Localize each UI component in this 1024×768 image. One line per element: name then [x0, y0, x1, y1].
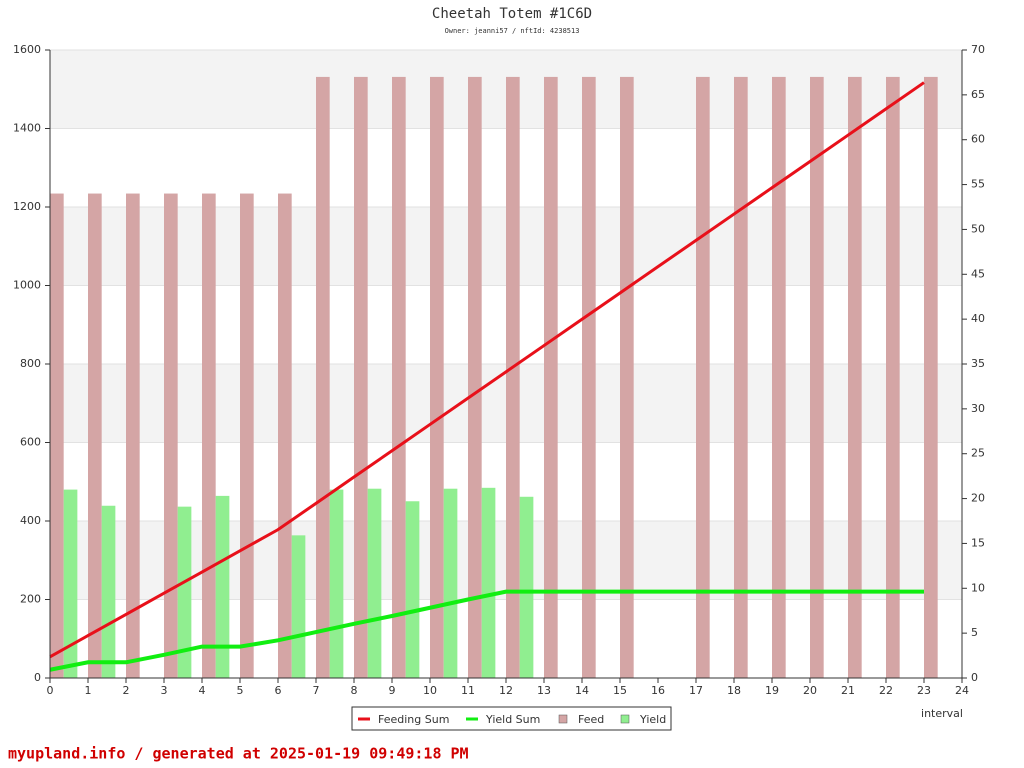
x-tick-label: 2 — [123, 684, 130, 697]
bar — [430, 76, 444, 678]
y-tick-label: 1000 — [13, 279, 41, 292]
legend-label: Yield — [639, 713, 666, 726]
bar — [50, 193, 64, 679]
y2-tick-label: 20 — [971, 492, 985, 505]
bar — [443, 488, 458, 678]
bar — [848, 76, 862, 678]
bar — [544, 76, 558, 678]
x-tick-label: 11 — [461, 684, 475, 697]
x-tick-label: 14 — [575, 684, 589, 697]
bar — [506, 76, 520, 678]
x-tick-label: 16 — [651, 684, 665, 697]
x-tick-label: 20 — [803, 684, 817, 697]
x-tick-label: 19 — [765, 684, 779, 697]
line — [49, 81, 925, 659]
bar — [886, 76, 900, 678]
bar — [291, 535, 306, 678]
x-tick-label: 17 — [689, 684, 703, 697]
bar — [367, 488, 382, 678]
bar — [215, 495, 230, 678]
x-tick-label: 4 — [199, 684, 206, 697]
x-tick-label: 22 — [879, 684, 893, 697]
x-tick-label: 21 — [841, 684, 855, 697]
y2-tick-label: 10 — [971, 581, 985, 594]
bar — [101, 505, 116, 678]
chart-title: Cheetah Totem #1C6D — [432, 6, 592, 22]
bar — [354, 76, 368, 678]
y2-tick-label: 55 — [971, 178, 985, 191]
y2-tick-label: 5 — [971, 626, 978, 639]
bar — [620, 76, 634, 678]
bar — [126, 193, 140, 679]
y-tick-label: 0 — [34, 671, 41, 684]
bar — [202, 193, 216, 679]
bar — [63, 489, 78, 678]
x-tick-label: 3 — [161, 684, 168, 697]
x-tick-label: 1 — [85, 684, 92, 697]
bar — [582, 76, 596, 678]
legend-label: Feeding Sum — [378, 713, 449, 726]
y-tick-label: 1400 — [13, 122, 41, 135]
bar — [924, 76, 938, 678]
footer: myupland.info / generated at 2025-01-19 … — [8, 745, 469, 763]
legend-label: Yield Sum — [485, 713, 540, 726]
x-tick-label: 9 — [389, 684, 396, 697]
y2-tick-label: 60 — [971, 133, 985, 146]
y2-tick-label: 30 — [971, 402, 985, 415]
bar — [810, 76, 824, 678]
x-tick-label: 5 — [237, 684, 244, 697]
legend-swatch — [558, 714, 568, 724]
bar — [240, 193, 254, 679]
legend-box — [351, 706, 672, 731]
y2-tick-label: 0 — [971, 671, 978, 684]
bar — [519, 496, 534, 678]
bar — [392, 76, 406, 678]
bar — [316, 76, 330, 678]
bar — [329, 489, 344, 678]
y-tick-label: 400 — [20, 514, 41, 527]
y2-tick-label: 65 — [971, 88, 985, 101]
x-tick-label: 24 — [955, 684, 969, 697]
line — [49, 589, 924, 672]
bar — [772, 76, 786, 678]
x-tick-label: 6 — [275, 684, 282, 697]
x-tick-label: 15 — [613, 684, 627, 697]
x-tick-label: 10 — [423, 684, 437, 697]
y2-tick-label: 15 — [971, 536, 985, 549]
x-tick-label: 8 — [351, 684, 358, 697]
bar — [88, 193, 102, 679]
y-tick-label: 1600 — [13, 43, 41, 56]
bar — [734, 76, 748, 678]
y-tick-label: 600 — [20, 436, 41, 449]
bar — [278, 193, 292, 679]
x-tick-label: 13 — [537, 684, 551, 697]
y-tick-label: 800 — [20, 357, 41, 370]
x-tick-label: 23 — [917, 684, 931, 697]
chart-subtitle: Owner: jeanni57 / nftId: 4238513 — [445, 27, 580, 35]
x-tick-label: 7 — [313, 684, 320, 697]
y2-tick-label: 40 — [971, 312, 985, 325]
bar — [696, 76, 710, 678]
bar — [481, 487, 496, 678]
x-tick-label: 0 — [47, 684, 54, 697]
bar — [164, 193, 178, 679]
y2-tick-label: 50 — [971, 222, 985, 235]
y-tick-label: 200 — [20, 593, 41, 606]
x-axis-label: interval — [921, 707, 963, 720]
y-tick-label: 1200 — [13, 200, 41, 213]
y2-tick-label: 45 — [971, 267, 985, 280]
y2-tick-label: 35 — [971, 357, 985, 370]
bar — [177, 506, 192, 678]
legend-label: Feed — [578, 713, 604, 726]
bar — [405, 501, 420, 678]
bar — [468, 76, 482, 678]
y2-tick-label: 25 — [971, 447, 985, 460]
y2-tick-label: 70 — [971, 43, 985, 56]
legend-swatch — [620, 714, 630, 724]
x-tick-label: 12 — [499, 684, 513, 697]
x-tick-label: 18 — [727, 684, 741, 697]
